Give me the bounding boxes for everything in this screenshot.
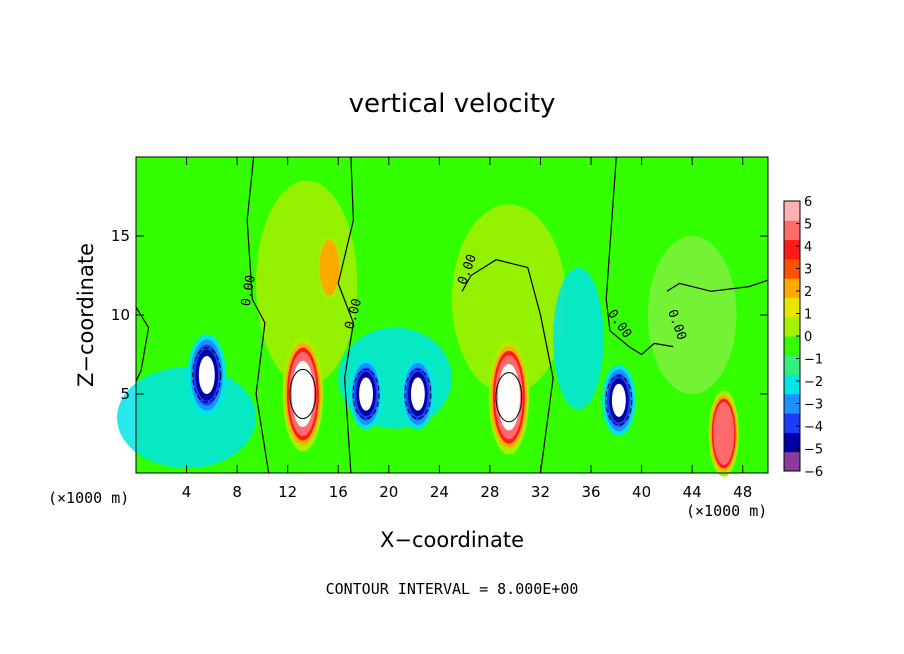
colorbar-swatch-12 [784,220,800,241]
inner-contour-0 [289,368,317,420]
colorbar-swatch-0 [784,451,800,472]
colorbar-label-9: −3 [804,398,823,413]
zero-contour-5 [135,306,150,382]
y-axis: 5 10 15 [111,227,768,403]
colorbar-label-3: 3 [804,263,812,278]
colorbar-swatch-5 [784,355,800,376]
x-tick-label-7: 32 [531,483,550,501]
colorbar-label-8: −2 [804,375,823,390]
updraft-2-level-3 [713,401,735,466]
inner-contour-5 [352,368,380,420]
y-axis-label: Z−coordinate [74,243,98,387]
colorbar-swatch-1 [784,432,800,453]
colorbar-label-6: 0 [804,330,812,345]
zero-contour-3 [605,156,674,356]
background-shade-0 [256,180,358,387]
zero-contour-4 [666,279,769,292]
colorbar-label-0: 6 [804,195,812,210]
colorbar-label-5: 1 [804,308,812,323]
x-unit-left: (×1000 m) [48,489,129,507]
plot-area: 0.000.000.000.00 0.00 [117,156,769,477]
colorbar-swatch-7 [784,316,800,337]
colorbar-swatch-11 [784,239,800,260]
zero-contour-1 [337,156,355,474]
colorbar-swatch-8 [784,297,800,318]
zero-contour-2 [461,259,554,474]
x-tick-label-2: 12 [278,483,297,501]
colorbar-swatch-6 [784,336,800,356]
x-tick-label-5: 24 [430,483,449,501]
colorbar-swatch-4 [784,374,800,395]
colorbar-label-2: 4 [804,240,812,255]
chart-title: vertical velocity [349,89,556,119]
contour-interval-note: CONTOUR INTERVAL = 8.000E+00 [326,580,579,598]
velocity-field [117,180,739,477]
colorbar-label-7: −1 [804,353,823,368]
x-tick-label-10: 44 [683,483,702,501]
downdraft-5-level-4 [359,377,373,411]
y-tick-label-0: 5 [120,385,130,403]
x-tick-label-3: 16 [329,483,348,501]
zero-contour-0 [246,156,270,474]
background-shade-2 [647,236,737,394]
colorbar-label-4: 2 [804,285,812,300]
x-tick-label-4: 20 [379,483,398,501]
background-shade-3 [553,267,604,410]
x-tick-label-9: 40 [632,483,651,501]
x-tick-label-6: 28 [480,483,499,501]
x-tick-label-11: 48 [733,483,752,501]
colorbar-swatch-10 [784,258,800,279]
updraft-3-level-1 [319,239,340,296]
inner-contour-6 [404,368,432,420]
y-tick-label-2: 15 [111,227,130,245]
colorbar-swatch-3 [784,393,800,414]
inner-contour-7 [605,375,633,426]
downdraft-7-level-4 [611,383,626,417]
colorbar: 6 5 4 3 2 1 0 −1 −2 −3 −4 −5 −6 [783,195,823,480]
x-tick-label-0: 4 [182,483,192,501]
y-tick-label-1: 10 [111,306,130,324]
colorbar-swatch-9 [784,278,800,298]
contour-label-0: 0.00 [239,274,259,307]
updraft-1-level-4 [497,363,521,431]
colorbar-label-12: −6 [804,465,823,480]
background-shade-1 [452,204,566,394]
inner-contour-4 [192,347,222,403]
colorbar-label-11: −5 [804,443,823,458]
x-axis-label: X−coordinate [380,528,524,552]
x-unit-right: (×1000 m) [686,502,767,520]
x-tick-label-1: 8 [232,483,242,501]
inner-contour-1 [495,372,523,423]
downdraft-6-level-4 [410,377,425,411]
colorbar-label-1: 5 [804,218,812,233]
x-axis: 4 8 12 16 20 24 28 32 36 40 44 48 [182,157,752,501]
background-shade-4 [117,367,257,469]
updraft-0-level-4 [291,360,314,428]
colorbar-swatch-13 [784,201,800,221]
colorbar-label-10: −4 [804,420,823,435]
x-tick-label-8: 36 [581,483,600,501]
colorbar-swatch-2 [784,413,800,433]
downdraft-4-level-4 [198,355,215,395]
